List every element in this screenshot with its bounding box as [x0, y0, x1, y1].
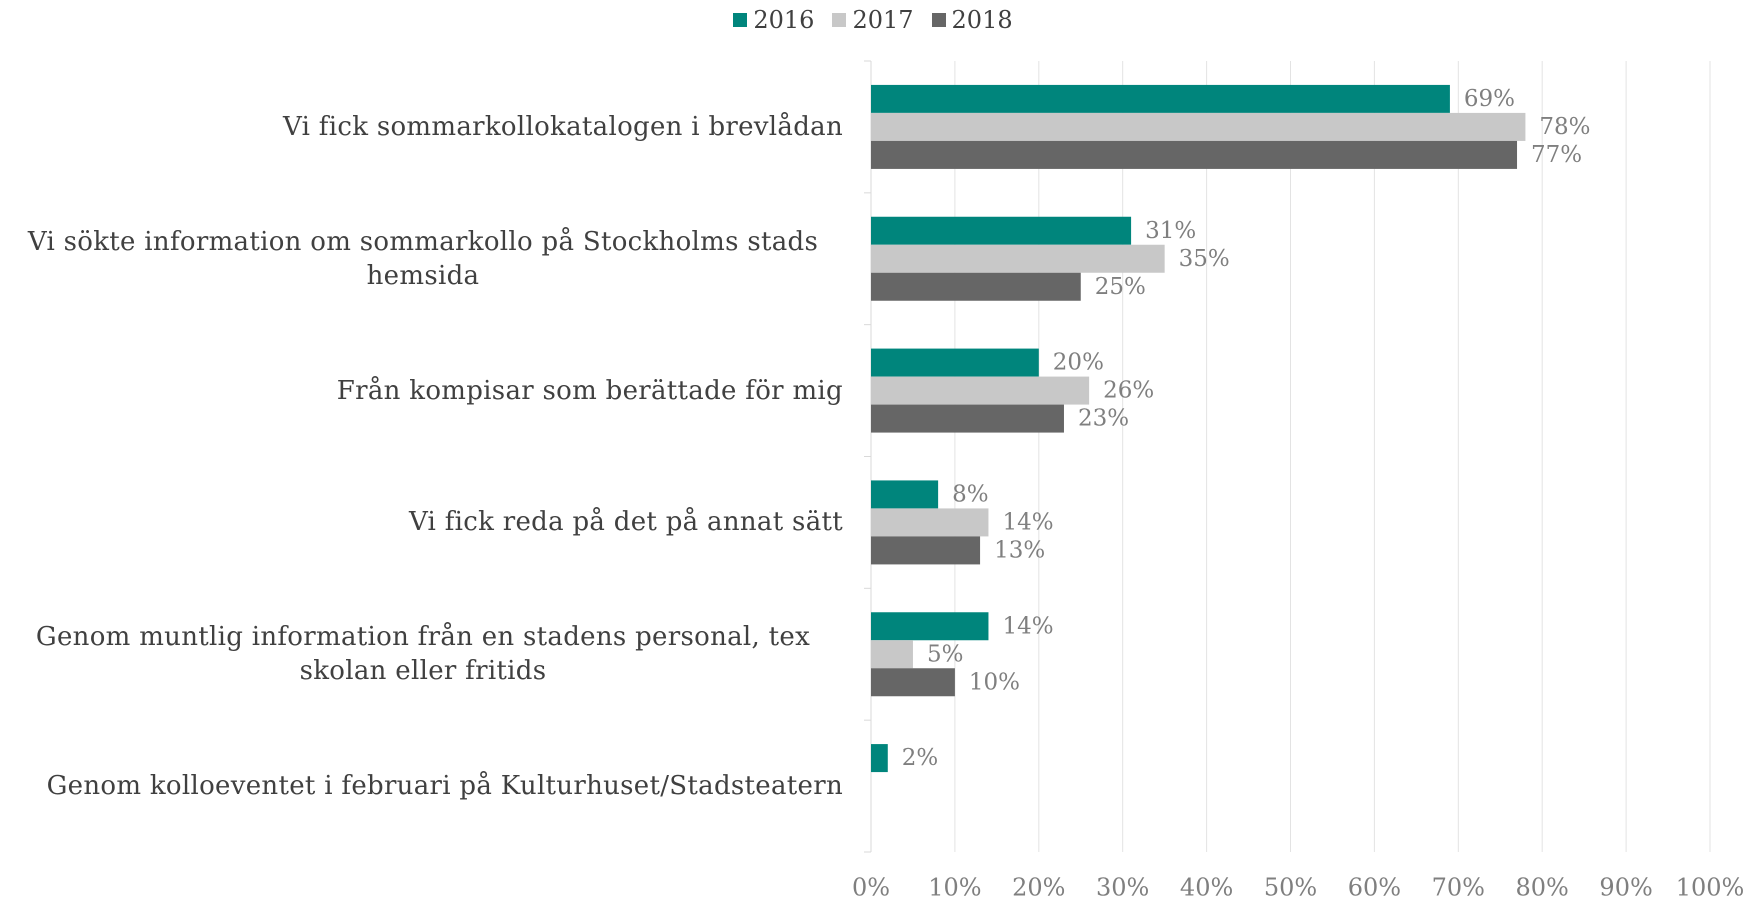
bar — [871, 668, 955, 697]
bar — [871, 140, 1518, 169]
data-label: 69% — [1464, 86, 1515, 112]
category-label: Genom muntlig information från en staden… — [35, 622, 811, 687]
data-label: 14% — [1002, 613, 1053, 639]
category-label: Vi sökte information om sommarkollo på S… — [27, 226, 819, 291]
x-tick-label: 0% — [852, 874, 890, 900]
legend-label: 2016 — [753, 6, 815, 34]
legend-swatch — [733, 13, 748, 27]
data-label: 2% — [902, 745, 939, 771]
data-label: 8% — [952, 481, 989, 507]
category-label-box: Vi fick reda på det på annat sätt — [3, 505, 843, 539]
x-tick-label: 20% — [1012, 874, 1065, 900]
x-tick-label: 50% — [1264, 874, 1317, 900]
bar — [871, 84, 1450, 113]
bar — [871, 112, 1526, 141]
bar — [871, 744, 888, 773]
category-label-box: Vi sökte information om sommarkollo på S… — [3, 225, 843, 293]
legend: 2016 2017 2018 — [0, 6, 1746, 34]
category-label-box: Genom muntlig information från en staden… — [3, 620, 843, 688]
data-label: 5% — [927, 641, 964, 667]
category-label: Från kompisar som berättade för mig — [336, 375, 843, 406]
bar — [871, 640, 913, 669]
data-label: 10% — [969, 669, 1020, 695]
legend-label: 2017 — [852, 6, 914, 34]
category-label: Vi fick reda på det på annat sätt — [408, 507, 843, 538]
category-label: Vi fick sommarkollokatalogen i brevlådan — [283, 111, 843, 142]
bar — [871, 508, 989, 537]
bar — [871, 376, 1090, 405]
x-tick-label: 60% — [1348, 874, 1401, 900]
x-tick-label: 100% — [1676, 874, 1745, 900]
x-tick-label: 30% — [1096, 874, 1149, 900]
bar — [871, 272, 1081, 301]
data-label: 31% — [1145, 218, 1196, 244]
data-label: 13% — [994, 537, 1045, 563]
bar — [871, 404, 1064, 433]
legend-item: 2017 — [832, 6, 914, 34]
data-label: 23% — [1078, 406, 1129, 432]
data-label: 35% — [1179, 246, 1230, 272]
data-label: 25% — [1095, 274, 1146, 300]
bar — [871, 244, 1165, 273]
legend-swatch — [931, 13, 946, 27]
data-label: 14% — [1002, 509, 1053, 535]
data-label: 77% — [1531, 142, 1582, 168]
legend-item: 2016 — [733, 6, 814, 34]
data-label: 26% — [1103, 378, 1154, 404]
category-label-box: Från kompisar som berättade för mig — [3, 374, 843, 408]
x-tick-label: 90% — [1599, 874, 1652, 900]
x-tick-label: 80% — [1516, 874, 1569, 900]
bar — [871, 348, 1039, 377]
data-label: 20% — [1053, 350, 1104, 376]
category-label-box: Vi fick sommarkollokatalogen i brevlådan — [3, 110, 843, 144]
x-tick-label: 70% — [1432, 874, 1485, 900]
category-label: Genom kolloeventet i februari på Kulturh… — [46, 771, 843, 802]
bar — [871, 216, 1132, 245]
legend-swatch — [832, 13, 847, 27]
legend-label: 2018 — [951, 6, 1013, 34]
data-label: 78% — [1539, 114, 1590, 140]
bar — [871, 612, 989, 641]
legend-item: 2018 — [931, 6, 1013, 34]
x-tick-label: 40% — [1180, 874, 1233, 900]
bar — [871, 536, 981, 565]
category-label-box: Genom kolloeventet i februari på Kulturh… — [3, 769, 843, 803]
bar — [871, 480, 939, 509]
x-tick-label: 10% — [928, 874, 981, 900]
